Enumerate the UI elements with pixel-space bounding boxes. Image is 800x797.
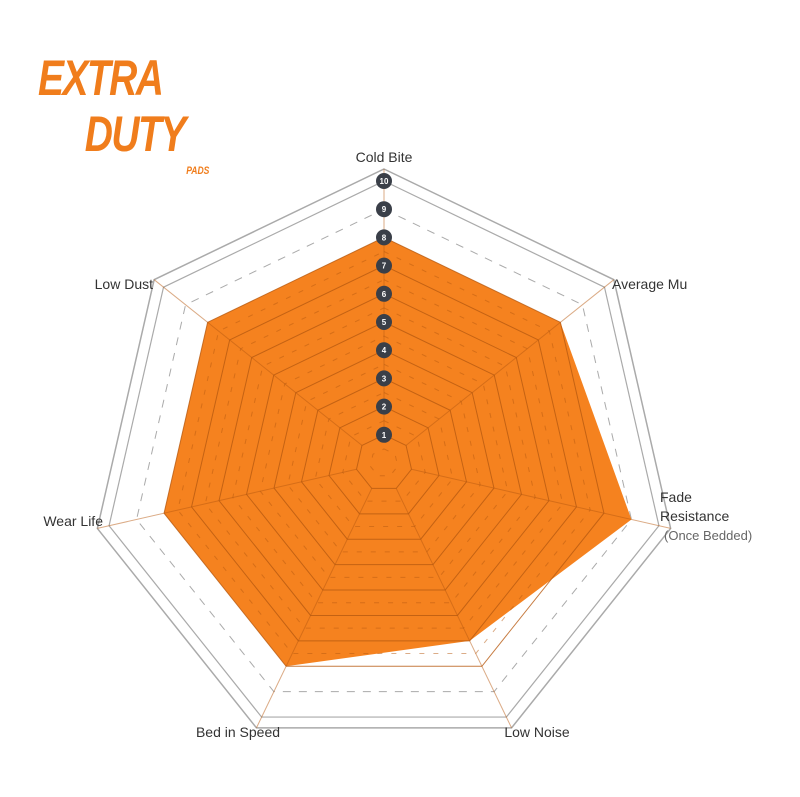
axis-label: Wear Life [43,513,103,529]
grid-level-1 [355,434,413,489]
tick-label: 2 [382,403,387,412]
grid-dashed-2 [342,420,426,502]
logo-line-2: DUTY [84,106,186,162]
tick-marker [376,173,392,189]
tick-label: 7 [382,262,387,271]
axis-label: Fade [660,489,692,505]
grid-level-5 [245,321,523,591]
grid-dashed-6 [232,307,536,604]
tick-label: 6 [382,290,387,299]
grid-dashed-5 [259,335,509,578]
axis-line [405,279,615,446]
grid-level-7 [191,265,577,642]
data-area [164,237,632,667]
tick-marker [376,314,392,330]
axis-label: Low Noise [504,724,570,740]
grid-level-3 [300,377,468,540]
grid-level-9 [136,208,632,693]
axis-label: Average Mu [612,276,687,292]
grid-level-2 [328,406,440,515]
grid-dashed-3 [314,391,454,528]
grid-dashed-1 [369,448,399,477]
tick-label: 5 [382,318,387,327]
logo-line-3: PADS [186,165,210,177]
tick-marker [376,285,392,302]
grid-level-8 [163,236,605,667]
tick-label: 9 [382,205,387,214]
tick-marker [376,426,392,443]
axis-line [255,488,373,729]
tick-marker [376,257,392,274]
grid-dashed-8 [177,250,591,655]
axis-line [153,279,363,446]
tick-marker [376,398,392,415]
axis-label: Bed in Speed [196,724,280,740]
axis-label: Resistance [660,508,729,524]
grid-level-6 [218,293,550,616]
tick-label: 8 [382,233,387,242]
tick-label: 3 [382,374,387,383]
tick-label: 1 [382,431,387,440]
tick-marker [376,201,392,218]
grid-dashed-4 [287,363,481,553]
grid-dashed-7 [204,279,564,629]
extra-duty-logo: EXTRA DUTY PADS [38,50,209,178]
tick-marker [376,342,392,359]
grid-outer-frame [96,168,672,729]
tick-label: 10 [380,177,389,186]
logo-line-1: EXTRA [38,50,164,106]
tick-label: 4 [382,346,387,355]
grid-level-4 [273,349,495,566]
grid-level-10 [108,180,660,718]
axis-line [395,488,513,729]
axis-line [97,468,357,529]
tick-marker [376,229,392,246]
tick-marker [376,370,392,387]
axis-sublabel: (Once Bedded) [664,528,752,543]
axis-label: Low Dust [95,276,153,292]
axis-line [411,468,671,529]
axis-label: Cold Bite [356,149,413,165]
